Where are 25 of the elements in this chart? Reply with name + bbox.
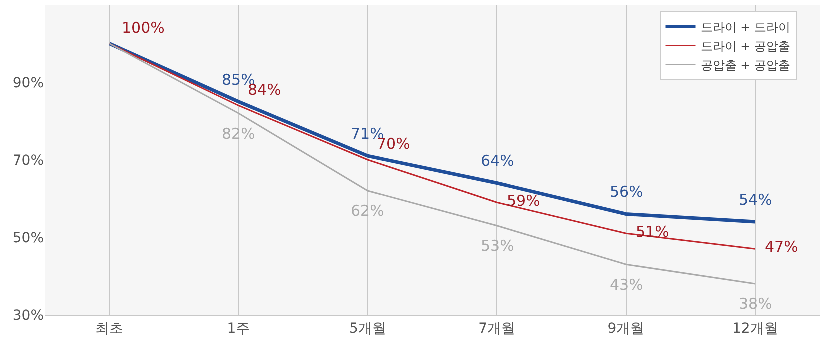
data-label: 47% <box>765 238 798 256</box>
y-tick-label: 90% <box>12 75 44 92</box>
data-label: 82% <box>222 125 256 143</box>
y-tick-label: 70% <box>12 152 44 169</box>
data-label: 38% <box>739 295 772 313</box>
y-tick-label: 50% <box>12 230 44 246</box>
data-label: 54% <box>739 191 772 209</box>
legend-label: 공압출 + 공압출 <box>700 58 790 72</box>
data-label: 62% <box>351 202 384 220</box>
x-tick-label: 9개월 <box>608 320 645 337</box>
data-label: 53% <box>481 237 514 255</box>
x-tick-label: 12개월 <box>732 320 778 337</box>
x-tick-label: 5개월 <box>349 320 386 337</box>
legend-label: 드라이 + 드라이 <box>700 20 790 34</box>
x-tick-label: 최초 <box>96 320 124 337</box>
legend-label: 드라이 + 공압출 <box>700 39 790 54</box>
data-label: 64% <box>481 152 514 170</box>
data-label: 100% <box>122 19 165 37</box>
y-tick-label: 30% <box>12 308 44 324</box>
data-label: 59% <box>507 192 540 210</box>
x-tick-label: 7개월 <box>478 320 516 337</box>
x-tick-label: 1주 <box>227 320 250 337</box>
data-label: 51% <box>636 223 670 241</box>
data-label: 43% <box>610 276 644 294</box>
data-label: 56% <box>610 183 644 201</box>
